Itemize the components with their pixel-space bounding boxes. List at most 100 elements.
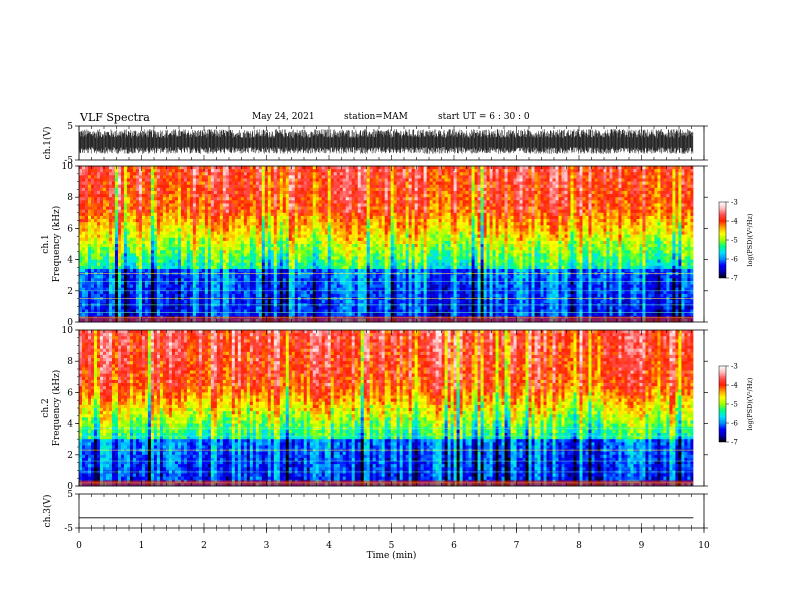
spectrogram-cell [642,231,646,235]
spectrogram-cell [528,166,532,170]
spectrogram-cell [663,194,667,198]
spectrogram-cell [93,200,98,204]
spectrogram-cell [153,190,158,195]
spectrogram-cell [261,234,266,239]
spectrogram-cell [192,215,197,220]
spectrogram-cell [318,203,323,207]
spectrogram-cell [603,178,607,182]
spectrogram-cell [648,172,652,176]
spectrogram-cell [360,166,365,170]
spectrogram-cell [396,212,400,217]
spectrogram-cell [228,169,233,173]
spectrogram-cell [516,178,520,182]
spectrogram-cell [606,175,610,179]
spectrogram-cell [192,166,197,170]
spectrogram-cell [150,175,155,179]
spectrogram-cell [159,231,164,235]
spectrogram-cell [192,181,197,186]
spectrogram-cell [114,169,119,173]
spectrogram-cell [327,184,332,189]
spectrogram-cell [201,178,206,182]
spectrogram-cell [483,203,487,207]
spectrogram-cell [264,187,269,192]
spectrogram-cell [501,187,505,192]
spectrogram-cell [390,187,394,192]
spectrogram-cell [417,228,421,232]
spectrogram-cell [210,234,215,239]
spectrogram-cell [477,234,481,239]
spectrogram-cell [357,215,362,220]
spectrogram-cell [444,228,448,232]
spectrogram-cell [126,197,131,201]
spectrogram-cell [79,228,83,232]
spectrogram-cell [303,190,308,195]
spectrogram-cell [222,200,227,204]
spectrogram-cell [177,194,182,198]
spectrogram-cell [540,203,544,207]
spectrogram-cell [561,190,565,195]
spectrogram-cell [648,203,652,207]
spectrogram-cell [405,175,409,179]
spectrogram-cell [363,190,368,195]
spectrogram-cell [243,215,248,220]
spectrogram-cell [471,212,475,217]
spectrogram-cell [453,225,457,229]
spectrogram-cell [627,181,631,186]
spectrogram-cell [147,206,152,210]
spectrogram-cell [138,203,143,207]
spectrogram-cell [564,203,568,207]
spectrogram-cell [609,197,613,201]
spectrogram-cell [672,228,676,232]
spectrogram-cell [465,181,469,186]
spectrogram-cell [678,209,682,214]
spectrogram-cell [345,190,350,195]
spectrogram-cell [363,212,368,217]
spectrogram-cell [102,178,107,182]
spectrogram-cell [393,169,397,173]
spectrogram-cell [639,222,643,226]
spectrogram-cell [555,237,559,242]
spectrogram-cell [546,200,550,204]
spectrogram-cell [570,172,574,176]
spectrogram-cell [645,212,649,217]
spectrogram-cell [201,215,206,220]
spectrogram-cell [399,172,403,176]
spectrogram-cell [654,231,658,235]
spectrogram-cell [432,231,436,235]
spectrogram-cell [414,203,418,207]
spectrogram-cell [450,219,454,223]
spectrogram-cell [195,228,200,232]
spectrogram-cell [351,237,356,242]
spectrogram-cell [258,169,263,173]
spectrogram-cell [510,228,514,232]
spectrogram-cell [267,203,272,207]
spectrogram-cell [438,166,442,170]
spectrogram-cell [414,225,418,229]
spectrogram-cell [276,172,281,176]
spectrogram-cell [447,237,451,242]
spectrogram-cell [588,206,592,210]
spectrogram-cell [537,197,541,201]
spectrogram-cell [435,206,439,210]
spectrogram-cell [555,234,559,239]
spectrogram-cell [648,187,652,192]
spectrogram-cell [267,172,272,176]
spectrogram-cell [642,178,646,182]
spectrogram-cell [213,200,218,204]
spectrogram-cell [387,200,391,204]
spectrogram-cell [642,181,646,186]
spectrogram-cell [381,222,385,226]
spectrogram-cell [495,219,499,223]
spectrogram-cell [183,175,188,179]
spectrogram-cell [243,209,248,214]
spectrogram-cell [255,225,260,229]
spectrogram-cell [105,203,110,207]
spectrogram-cell [219,219,224,223]
spectrogram-cell [477,200,481,204]
spectrogram-cell [465,194,469,198]
spectrogram-cell [570,190,574,195]
spectrogram-cell [501,222,505,226]
spectrogram-cell [210,178,215,182]
spectrogram-cell [267,181,272,186]
spectrogram-cell [138,169,143,173]
